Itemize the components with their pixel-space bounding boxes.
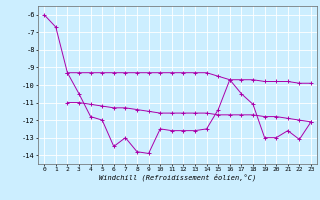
- X-axis label: Windchill (Refroidissement éolien,°C): Windchill (Refroidissement éolien,°C): [99, 174, 256, 181]
